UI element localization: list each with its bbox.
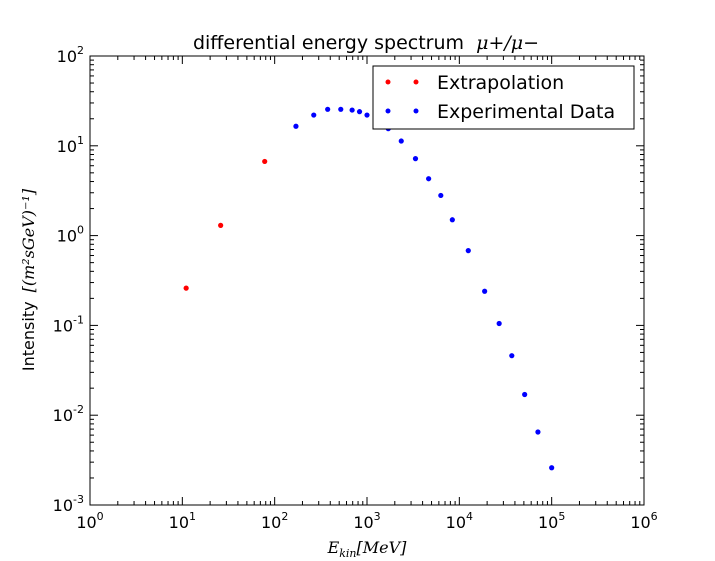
chart-title-math: μ+/μ−	[476, 32, 539, 54]
chart-title: differential energy spectrum μ+/μ−	[193, 32, 539, 54]
data-point	[465, 248, 471, 254]
y-tick-label: 10-3	[53, 493, 84, 515]
legend-box	[372, 65, 635, 130]
data-point	[426, 176, 432, 182]
data-point	[509, 353, 515, 359]
y-tick-label-exponent: -3	[73, 493, 84, 506]
x-tick-label-base: 10	[353, 513, 373, 532]
y-tick-label-base: 10	[57, 47, 77, 66]
x-axis-label: Ekin[MeV]	[327, 538, 408, 560]
legend-marker-extrapolation-right	[413, 79, 419, 85]
data-point	[338, 106, 344, 112]
y-tick-label-base: 10	[57, 227, 77, 246]
x-tick-label-base: 10	[538, 513, 558, 532]
y-axis-label: Intensity [(m²sGeV)⁻¹]	[19, 188, 38, 371]
y-tick-label-base: 10	[53, 406, 73, 425]
x-tick-label: 105	[538, 510, 565, 532]
y-tick-label-exponent: 2	[77, 44, 84, 57]
y-tick-label-exponent: -2	[73, 403, 84, 416]
chart-title-text: differential energy spectrum	[193, 32, 464, 54]
x-tick-label: 103	[353, 510, 380, 532]
legend: Extrapolation Experimental Data	[372, 65, 635, 130]
x-axis-ticks	[89, 56, 645, 505]
y-tick-label: 100	[57, 224, 84, 246]
y-tick-label-exponent: 1	[77, 134, 84, 147]
data-point	[449, 217, 455, 223]
x-tick-label-exponent: 5	[558, 510, 565, 523]
data-point	[438, 192, 444, 199]
data-point	[311, 112, 317, 118]
series-0	[183, 158, 268, 291]
y-axis-label-text: Intensity	[19, 301, 38, 371]
y-tick-label-base: 10	[53, 496, 73, 515]
x-tick-label-base: 10	[630, 513, 650, 532]
data-point	[325, 106, 331, 112]
x-tick-label-exponent: 3	[374, 510, 381, 523]
x-axis-label-subscript: kin	[339, 547, 356, 560]
x-tick-label-base: 10	[76, 513, 96, 532]
x-tick-label-exponent: 6	[651, 510, 658, 523]
y-tick-label-base: 10	[53, 316, 73, 335]
legend-marker-experimental-left	[385, 108, 391, 114]
y-axis-ticks	[90, 55, 644, 506]
x-tick-label-base: 10	[169, 513, 189, 532]
x-tick-label: 104	[446, 510, 473, 532]
y-tick-label: 10-1	[53, 313, 84, 335]
data-point	[293, 123, 299, 129]
data-point	[364, 112, 370, 118]
x-tick-label-base: 10	[446, 513, 466, 532]
data-point	[262, 158, 268, 165]
data-point	[349, 107, 355, 113]
x-tick-label: 100	[76, 510, 103, 532]
y-tick-label-exponent: 0	[77, 224, 84, 237]
x-tick-label-exponent: 2	[281, 510, 288, 523]
data-point	[398, 138, 404, 144]
y-tick-label-base: 10	[57, 137, 77, 156]
legend-marker-extrapolation-left	[385, 79, 391, 85]
data-point	[522, 391, 528, 398]
x-tick-label-base: 10	[261, 513, 281, 532]
y-tick-label: 10-2	[53, 403, 84, 425]
x-axis-tick-labels: 100 101 102 103 104 105 106	[76, 510, 657, 532]
x-axis-label-symbol: E	[327, 538, 340, 557]
data-point	[183, 285, 189, 291]
data-point	[496, 320, 502, 327]
x-tick-label: 101	[169, 510, 196, 532]
x-tick-label: 102	[261, 510, 288, 532]
data-point	[412, 156, 419, 162]
y-axis-label-unit: [(m²sGeV)⁻¹]	[19, 188, 38, 292]
x-tick-label-exponent: 4	[466, 510, 473, 523]
data-point	[535, 429, 541, 435]
legend-label-extrapolation: Extrapolation	[437, 72, 564, 94]
legend-label-experimental: Experimental Data	[437, 101, 615, 123]
x-tick-label: 106	[630, 510, 657, 532]
data-point	[549, 465, 555, 471]
data-point	[356, 109, 363, 115]
data-point	[482, 288, 488, 294]
y-tick-label: 102	[57, 44, 84, 66]
y-tick-label: 101	[57, 134, 84, 156]
legend-marker-experimental-right	[413, 108, 419, 114]
x-tick-label-exponent: 1	[189, 510, 196, 523]
x-tick-label-exponent: 0	[97, 510, 104, 523]
data-point	[218, 222, 224, 228]
x-axis-label-unit: [MeV]	[357, 538, 408, 557]
y-tick-label-exponent: -1	[73, 313, 84, 326]
